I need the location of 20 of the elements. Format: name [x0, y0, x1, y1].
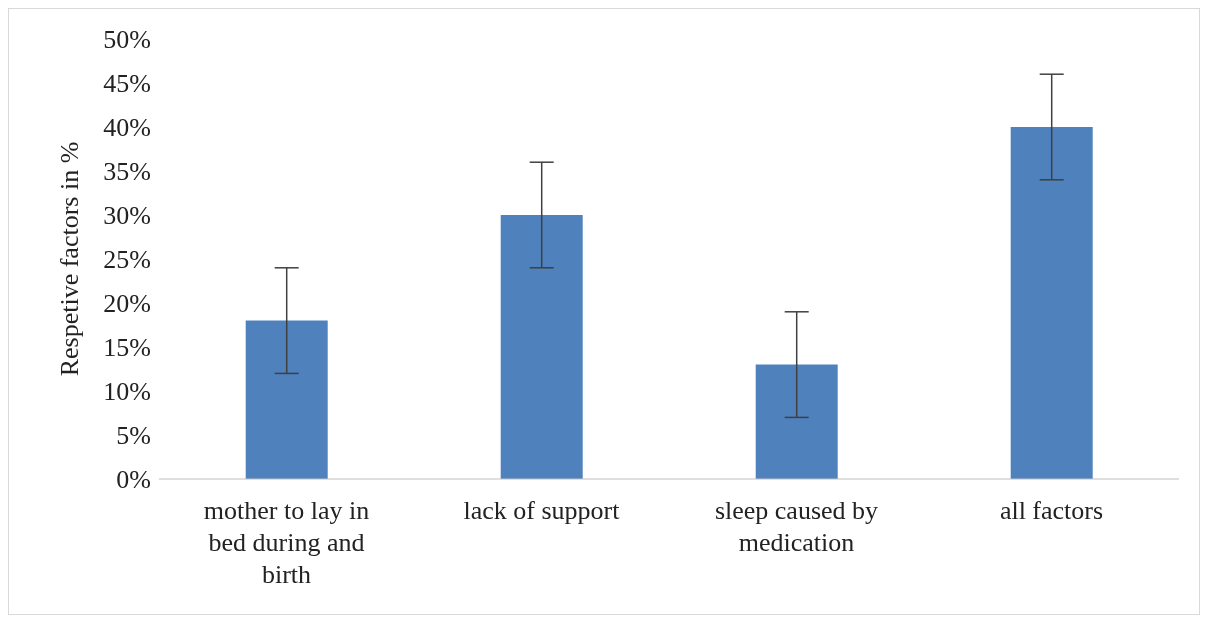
y-tick-label: 25%	[103, 245, 151, 275]
x-tick-label: sleep caused by medication	[714, 496, 879, 557]
y-tick-label: 45%	[103, 69, 151, 99]
y-tick-label: 35%	[103, 157, 151, 187]
y-tick-label: 0%	[116, 465, 151, 495]
y-tick-label: 40%	[103, 113, 151, 143]
y-tick-label: 10%	[103, 377, 151, 407]
x-tick-label: mother to lay in bed during and birth	[203, 496, 370, 589]
y-axis-title: Respetive factors in %	[55, 141, 85, 377]
bar	[755, 364, 838, 479]
y-tick-label: 30%	[103, 201, 151, 231]
bar	[1010, 127, 1093, 479]
bar	[245, 320, 328, 479]
y-tick-label: 20%	[103, 289, 151, 319]
x-tick-label: lack of support	[463, 496, 621, 525]
y-tick-label: 15%	[103, 333, 151, 363]
x-tick-label: all factors	[999, 496, 1104, 525]
bar	[500, 215, 583, 479]
y-tick-label: 50%	[103, 25, 151, 55]
y-tick-label: 5%	[116, 421, 151, 451]
